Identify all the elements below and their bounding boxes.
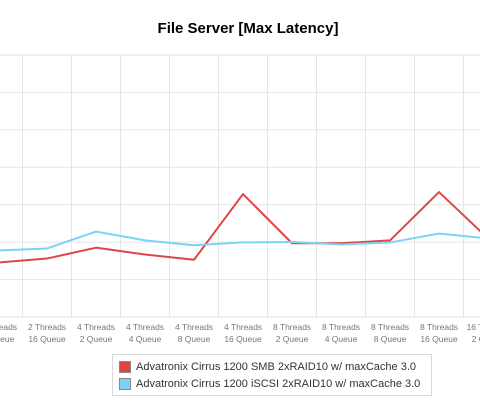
x-tick-label: 4 Queue: [129, 334, 162, 344]
series-lines: [0, 191, 480, 264]
x-tick-label: 2 Queue: [276, 334, 309, 344]
x-axis-ticks: 2 Threads 8 Queue 2 Threads 16 Queue 4 Threa…: [0, 322, 480, 344]
legend: Advatronix Cirrus 1200 SMB 2xRAID10 w/ m…: [112, 354, 432, 396]
series-line-1: [0, 230, 480, 252]
x-tick-label: 4 Threads: [77, 322, 115, 332]
x-tick-label: 4 Threads: [175, 322, 213, 332]
chart-title: File Server [Max Latency]: [157, 20, 339, 37]
x-tick-label: 2 Threads: [28, 322, 66, 332]
x-tick-label: 2 Queue: [80, 334, 113, 344]
x-tick-label: 8 Queue: [0, 334, 15, 344]
x-tick-label: 4 Threads: [126, 322, 164, 332]
series-line-0: [0, 191, 480, 264]
x-tick-label: 2 Queue: [472, 334, 480, 344]
legend-label-iscsi: Advatronix Cirrus 1200 iSCSI 2xRAID10 w/…: [136, 378, 421, 391]
legend-swatch-iscsi: [119, 378, 131, 391]
x-tick-label: 8 Threads: [273, 322, 311, 332]
x-tick-label: 8 Queue: [374, 334, 407, 344]
legend-item-smb[interactable]: Advatronix Cirrus 1200 SMB 2xRAID10 w/ m…: [119, 361, 416, 375]
x-tick-label: 16 Queue: [420, 334, 458, 344]
x-tick-label: 8 Threads: [322, 322, 360, 332]
x-tick-label: 4 Queue: [325, 334, 358, 344]
x-tick-label: 16 Threads: [467, 322, 480, 332]
legend-label-smb: Advatronix Cirrus 1200 SMB 2xRAID10 w/ m…: [136, 361, 417, 374]
x-tick-label: 4 Threads: [224, 322, 262, 332]
x-tick-label: 2 Threads: [0, 322, 17, 332]
legend-item-iscsi[interactable]: Advatronix Cirrus 1200 iSCSI 2xRAID10 w/…: [119, 378, 420, 392]
x-tick-label: 16 Queue: [224, 334, 262, 344]
gridlines: [0, 54, 480, 318]
legend-swatch-smb: [119, 361, 131, 374]
x-tick-label: 8 Threads: [371, 322, 409, 332]
x-tick-label: 8 Threads: [420, 322, 458, 332]
x-tick-label: 8 Queue: [178, 334, 211, 344]
x-tick-label: 16 Queue: [28, 334, 66, 344]
